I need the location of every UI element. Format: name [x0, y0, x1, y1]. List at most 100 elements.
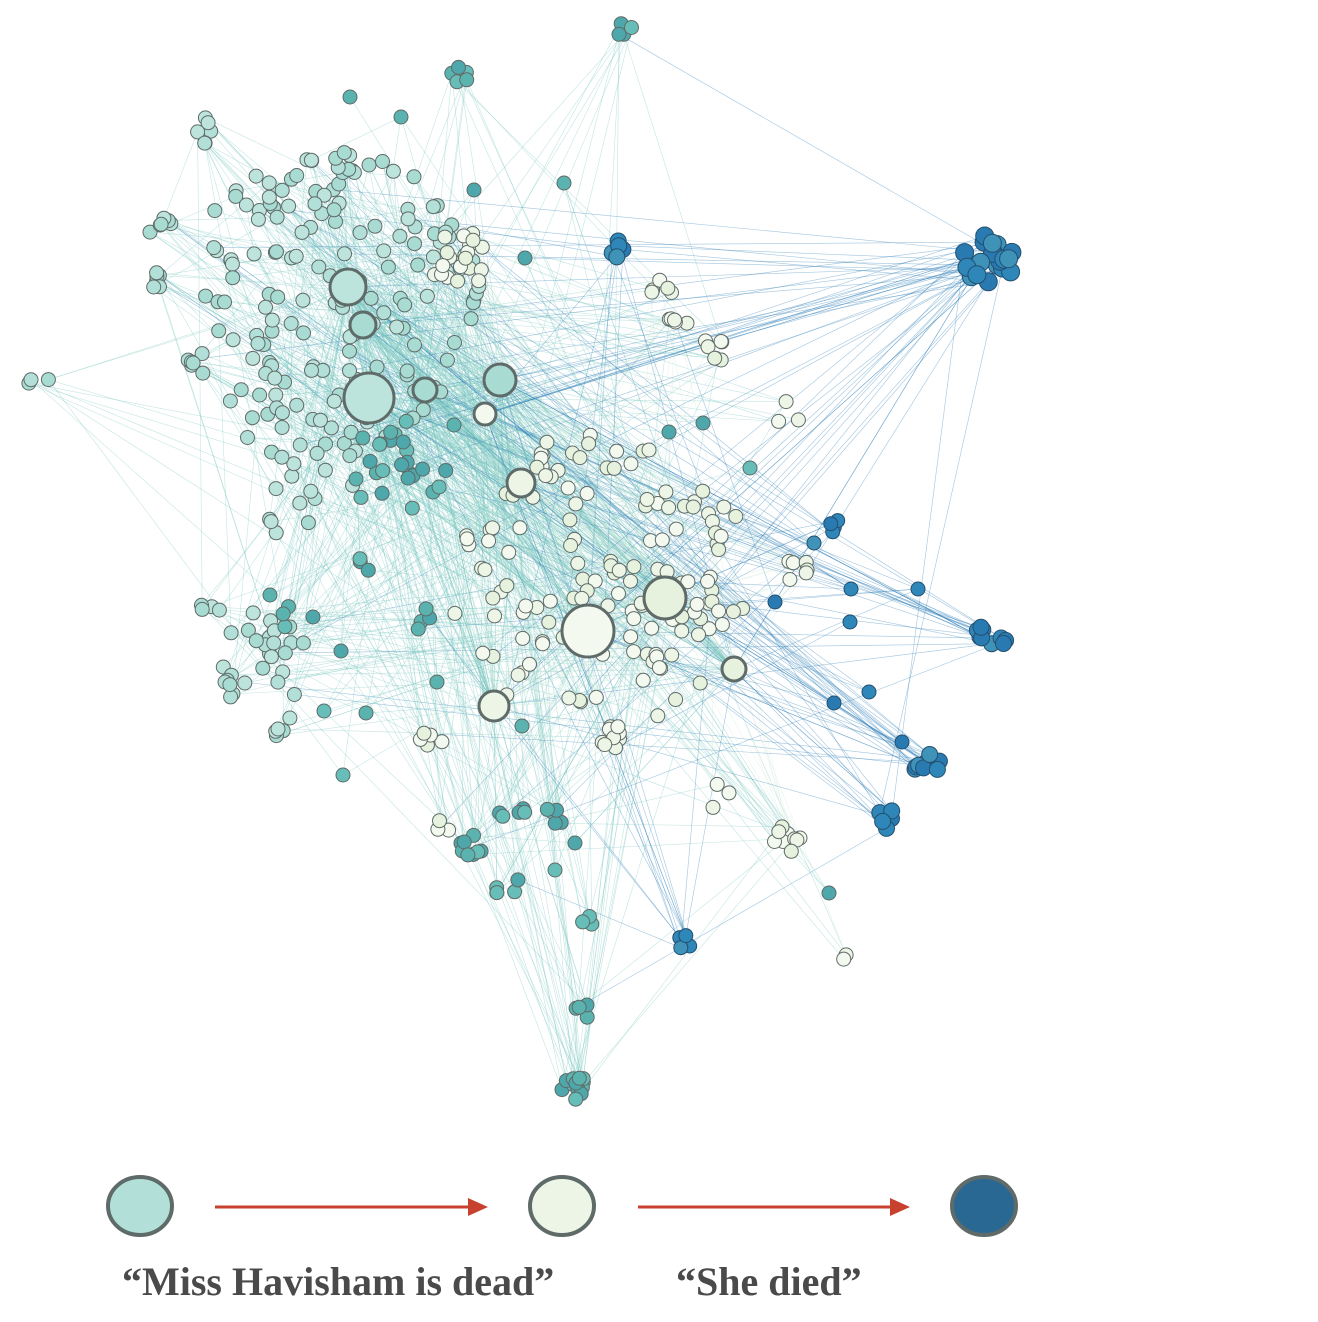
network-edge — [473, 835, 576, 844]
network-edge — [262, 637, 564, 669]
network-edge — [310, 227, 428, 746]
network-edge — [368, 397, 495, 707]
network-node — [261, 175, 277, 191]
network-edge — [499, 379, 981, 638]
network-node — [284, 468, 300, 484]
network-edge — [733, 668, 847, 956]
network-edge — [587, 252, 613, 632]
network-edge — [230, 259, 584, 1079]
network-edge — [259, 210, 567, 1081]
network-edge — [349, 96, 666, 599]
network-node — [326, 393, 342, 409]
network-edge — [448, 236, 495, 707]
network-node — [406, 169, 422, 185]
network-node — [477, 562, 493, 578]
network-node — [268, 481, 284, 497]
network-edge — [482, 246, 833, 533]
network-node — [277, 645, 293, 661]
network-edge — [499, 379, 548, 810]
network-node — [667, 312, 682, 328]
network-nodes — [21, 16, 1022, 1107]
network-edge — [520, 359, 722, 484]
network-edge — [311, 116, 402, 161]
network-edge — [697, 588, 919, 605]
network-node — [261, 189, 277, 205]
network-node — [459, 531, 475, 547]
network-edge — [362, 265, 998, 439]
network-node — [709, 776, 725, 792]
network-node — [305, 609, 321, 625]
network-edge — [440, 292, 672, 393]
network-edge — [484, 253, 993, 415]
network-node — [352, 225, 368, 241]
network-edge — [573, 610, 719, 1079]
network-edge — [163, 131, 198, 219]
network-node — [466, 182, 482, 198]
network-edge — [520, 482, 892, 812]
network-edge — [687, 581, 852, 590]
network-edge — [362, 243, 993, 326]
network-node — [624, 20, 639, 35]
network-edge — [499, 379, 724, 508]
network-edge — [477, 359, 722, 853]
network-edge — [289, 503, 658, 628]
network-edge — [473, 299, 495, 707]
network-edge — [622, 249, 989, 283]
network-edge — [461, 258, 466, 852]
network-node — [514, 718, 530, 734]
network-node — [289, 397, 305, 413]
network-edge — [424, 389, 543, 467]
network-edge — [408, 218, 977, 276]
network-edge — [368, 397, 808, 571]
network-node — [471, 273, 487, 289]
network-node — [437, 229, 453, 245]
network-node — [286, 456, 302, 472]
network-edge — [271, 324, 364, 332]
network-node — [263, 649, 279, 665]
network-node — [277, 619, 293, 635]
network-node — [281, 198, 297, 214]
network-edge — [472, 240, 815, 544]
network-edge — [484, 250, 993, 415]
network-edge — [232, 394, 260, 694]
network-node — [217, 294, 232, 310]
network-node — [541, 614, 557, 630]
network-node — [361, 157, 377, 173]
network-edge — [323, 195, 575, 599]
network-node — [623, 629, 639, 645]
network-edge — [201, 353, 580, 1079]
network-edge — [520, 482, 982, 628]
network-node — [407, 337, 422, 353]
network-node — [318, 436, 333, 452]
network-edge — [424, 389, 567, 1081]
network-edge — [499, 379, 644, 681]
network-node — [568, 1091, 584, 1107]
network-edge — [441, 274, 486, 415]
network-node — [539, 801, 555, 817]
network-edge — [492, 487, 569, 529]
network-edge — [197, 131, 495, 707]
network-edge — [484, 413, 690, 947]
network-edge — [587, 630, 592, 925]
network-edge — [424, 389, 930, 755]
network-edge — [338, 183, 644, 452]
network-edge — [493, 705, 588, 1006]
network-edge — [424, 389, 657, 655]
network-edge — [606, 467, 917, 768]
network-edge — [499, 379, 522, 484]
network-edge — [285, 286, 349, 653]
network-edge — [256, 335, 501, 381]
network-edge — [337, 167, 426, 391]
network-edge — [424, 260, 1001, 391]
network-edge — [314, 498, 463, 852]
network-node — [268, 387, 284, 403]
network-node — [572, 450, 588, 466]
network-edge — [575, 341, 722, 1100]
network-edge — [520, 253, 993, 484]
network-edge — [224, 286, 349, 683]
network-edge — [269, 482, 522, 596]
network-edge — [347, 286, 443, 742]
network-node — [283, 316, 299, 331]
network-edge — [596, 274, 978, 698]
network-edge — [230, 482, 522, 698]
